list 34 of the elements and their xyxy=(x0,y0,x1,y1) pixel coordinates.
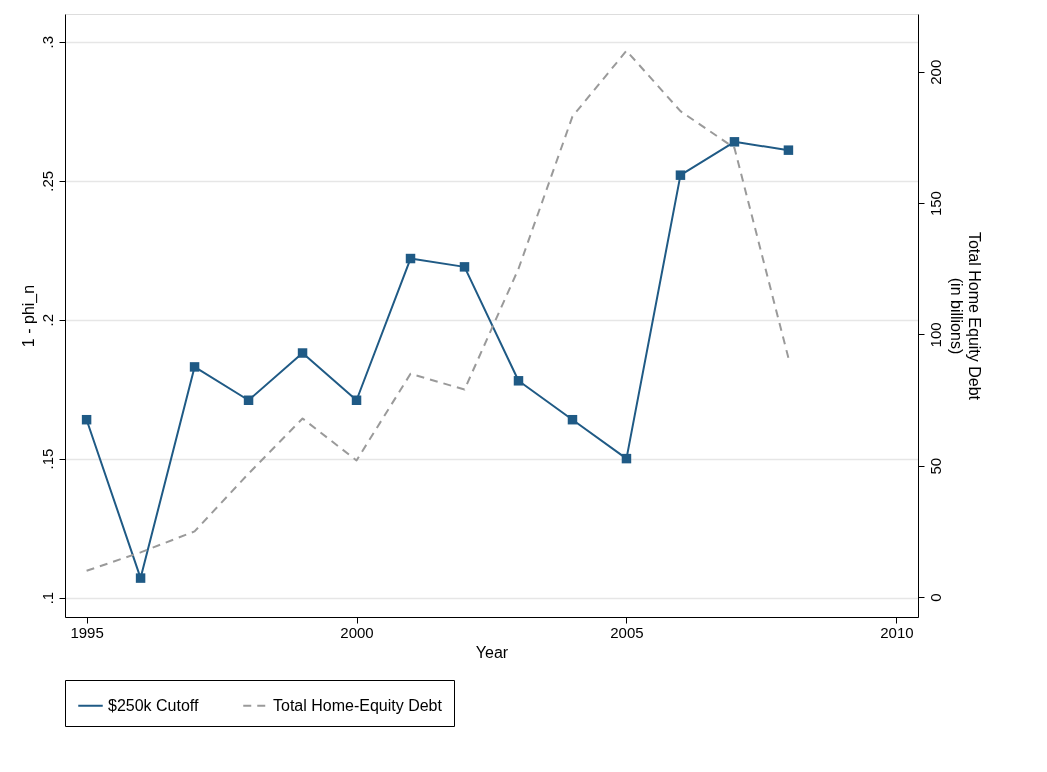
y2-tick-label: 200 xyxy=(926,59,944,85)
y-axis-title: 1 - phi_n xyxy=(19,284,38,348)
point xyxy=(513,376,524,386)
x-tick-label: 1995 xyxy=(70,623,104,641)
y-tick-label: .3 xyxy=(38,36,56,49)
point xyxy=(243,395,254,405)
point xyxy=(783,145,794,155)
point xyxy=(135,573,146,583)
y2-tick-label: 100 xyxy=(926,322,944,348)
y2-tick-label: 50 xyxy=(926,457,944,475)
point xyxy=(297,348,308,358)
y-tick-label: .2 xyxy=(38,313,56,327)
point xyxy=(567,414,578,425)
point xyxy=(351,395,362,405)
legend-label: Total Home-Equity Debt xyxy=(273,696,443,714)
x-tick-label: 2000 xyxy=(340,623,374,641)
point xyxy=(675,170,686,180)
y2-tick-label: 0 xyxy=(926,593,944,602)
y2-axis-title: Total Home Equity Debt (in billions) xyxy=(947,231,983,401)
x-tick-label: 2010 xyxy=(880,623,914,641)
legend-label: $250k Cutoff xyxy=(108,696,199,714)
point xyxy=(729,137,740,147)
y-tick-label: .25 xyxy=(38,170,56,192)
point xyxy=(189,362,200,372)
point xyxy=(459,262,470,272)
point xyxy=(81,414,92,425)
y-tick-label: .15 xyxy=(38,448,56,470)
y-tick-label: .1 xyxy=(38,591,56,605)
point xyxy=(621,453,632,464)
line-series xyxy=(85,49,790,572)
x-axis-title: Year xyxy=(475,643,509,661)
x-tick-label: 2005 xyxy=(610,623,644,641)
y2-tick-label: 150 xyxy=(926,191,944,217)
point xyxy=(405,253,416,264)
